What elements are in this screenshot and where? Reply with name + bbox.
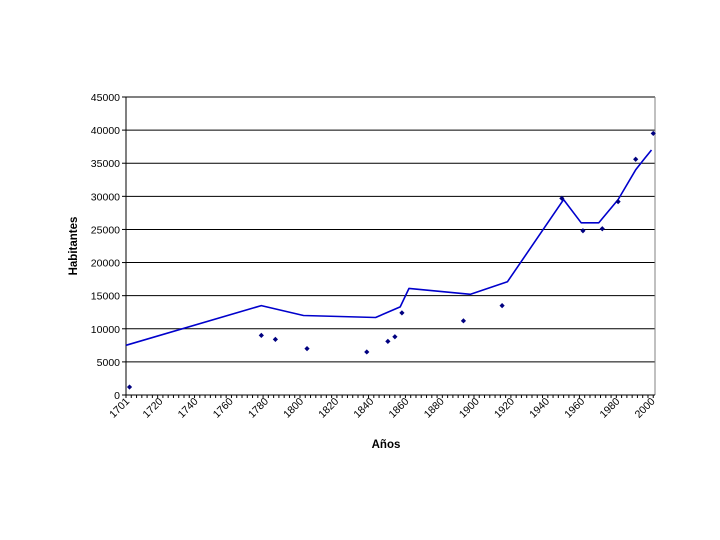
data-point (499, 303, 505, 309)
y-tick-label: 25000 (91, 224, 120, 236)
x-tick-label: 1720 (141, 396, 166, 421)
data-point (633, 156, 639, 162)
x-axis-tick-labels: 1701 1720 1740 1760 1780 1800 1820 1840 1860 1880… (107, 395, 658, 421)
data-point (364, 349, 370, 355)
x-tick-label: 1740 (176, 396, 201, 421)
x-tick-label: 1701 (107, 396, 132, 421)
x-tick-label: 2000 (633, 396, 658, 421)
y-tick-label: 45000 (91, 92, 120, 104)
data-point (272, 336, 278, 342)
line-series (125, 149, 653, 347)
data-point (399, 310, 405, 316)
population-trend-line (125, 149, 653, 347)
x-tick-label: 1940 (527, 396, 552, 421)
gridlines (126, 96, 655, 363)
data-point (580, 228, 586, 234)
y-axis-tick-labels: 0 5000 10000 15000 20000 25000 30000 35000 40000… (91, 92, 126, 402)
x-tick-label: 1980 (597, 396, 622, 421)
x-tick-label: 1760 (211, 396, 236, 421)
data-point (304, 346, 310, 352)
y-tick-label: 30000 (91, 191, 120, 203)
data-point (126, 384, 133, 390)
x-tick-label: 1800 (281, 396, 306, 421)
x-tick-label: 1860 (387, 396, 412, 421)
plot-area-frame (125, 97, 656, 396)
x-tick-label: 1960 (562, 396, 587, 421)
data-point (460, 318, 467, 324)
x-tick-label: 1820 (316, 396, 341, 421)
y-tick-label: 10000 (91, 324, 120, 336)
data-point (392, 334, 398, 340)
data-point (559, 195, 565, 201)
y-tick-label: 40000 (91, 125, 120, 137)
y-tick-label: 15000 (91, 291, 120, 303)
x-tick-label: 1780 (246, 396, 271, 421)
scatter-series (126, 130, 656, 390)
data-point (615, 199, 621, 205)
x-tick-label: 1880 (422, 396, 447, 421)
y-tick-label: 0 (114, 390, 120, 402)
x-tick-label: 1920 (492, 396, 517, 421)
y-axis-title: Habitantes (68, 217, 80, 276)
data-point (258, 332, 264, 338)
data-point (385, 338, 391, 344)
data-point (650, 130, 656, 137)
y-tick-label: 20000 (91, 258, 120, 270)
y-tick-label: 35000 (91, 158, 120, 170)
data-point (599, 226, 605, 232)
x-axis-title: Años (372, 439, 401, 451)
x-tick-label: 1900 (457, 396, 482, 421)
y-tick-label: 5000 (97, 357, 121, 369)
x-tick-label: 1840 (351, 396, 376, 421)
